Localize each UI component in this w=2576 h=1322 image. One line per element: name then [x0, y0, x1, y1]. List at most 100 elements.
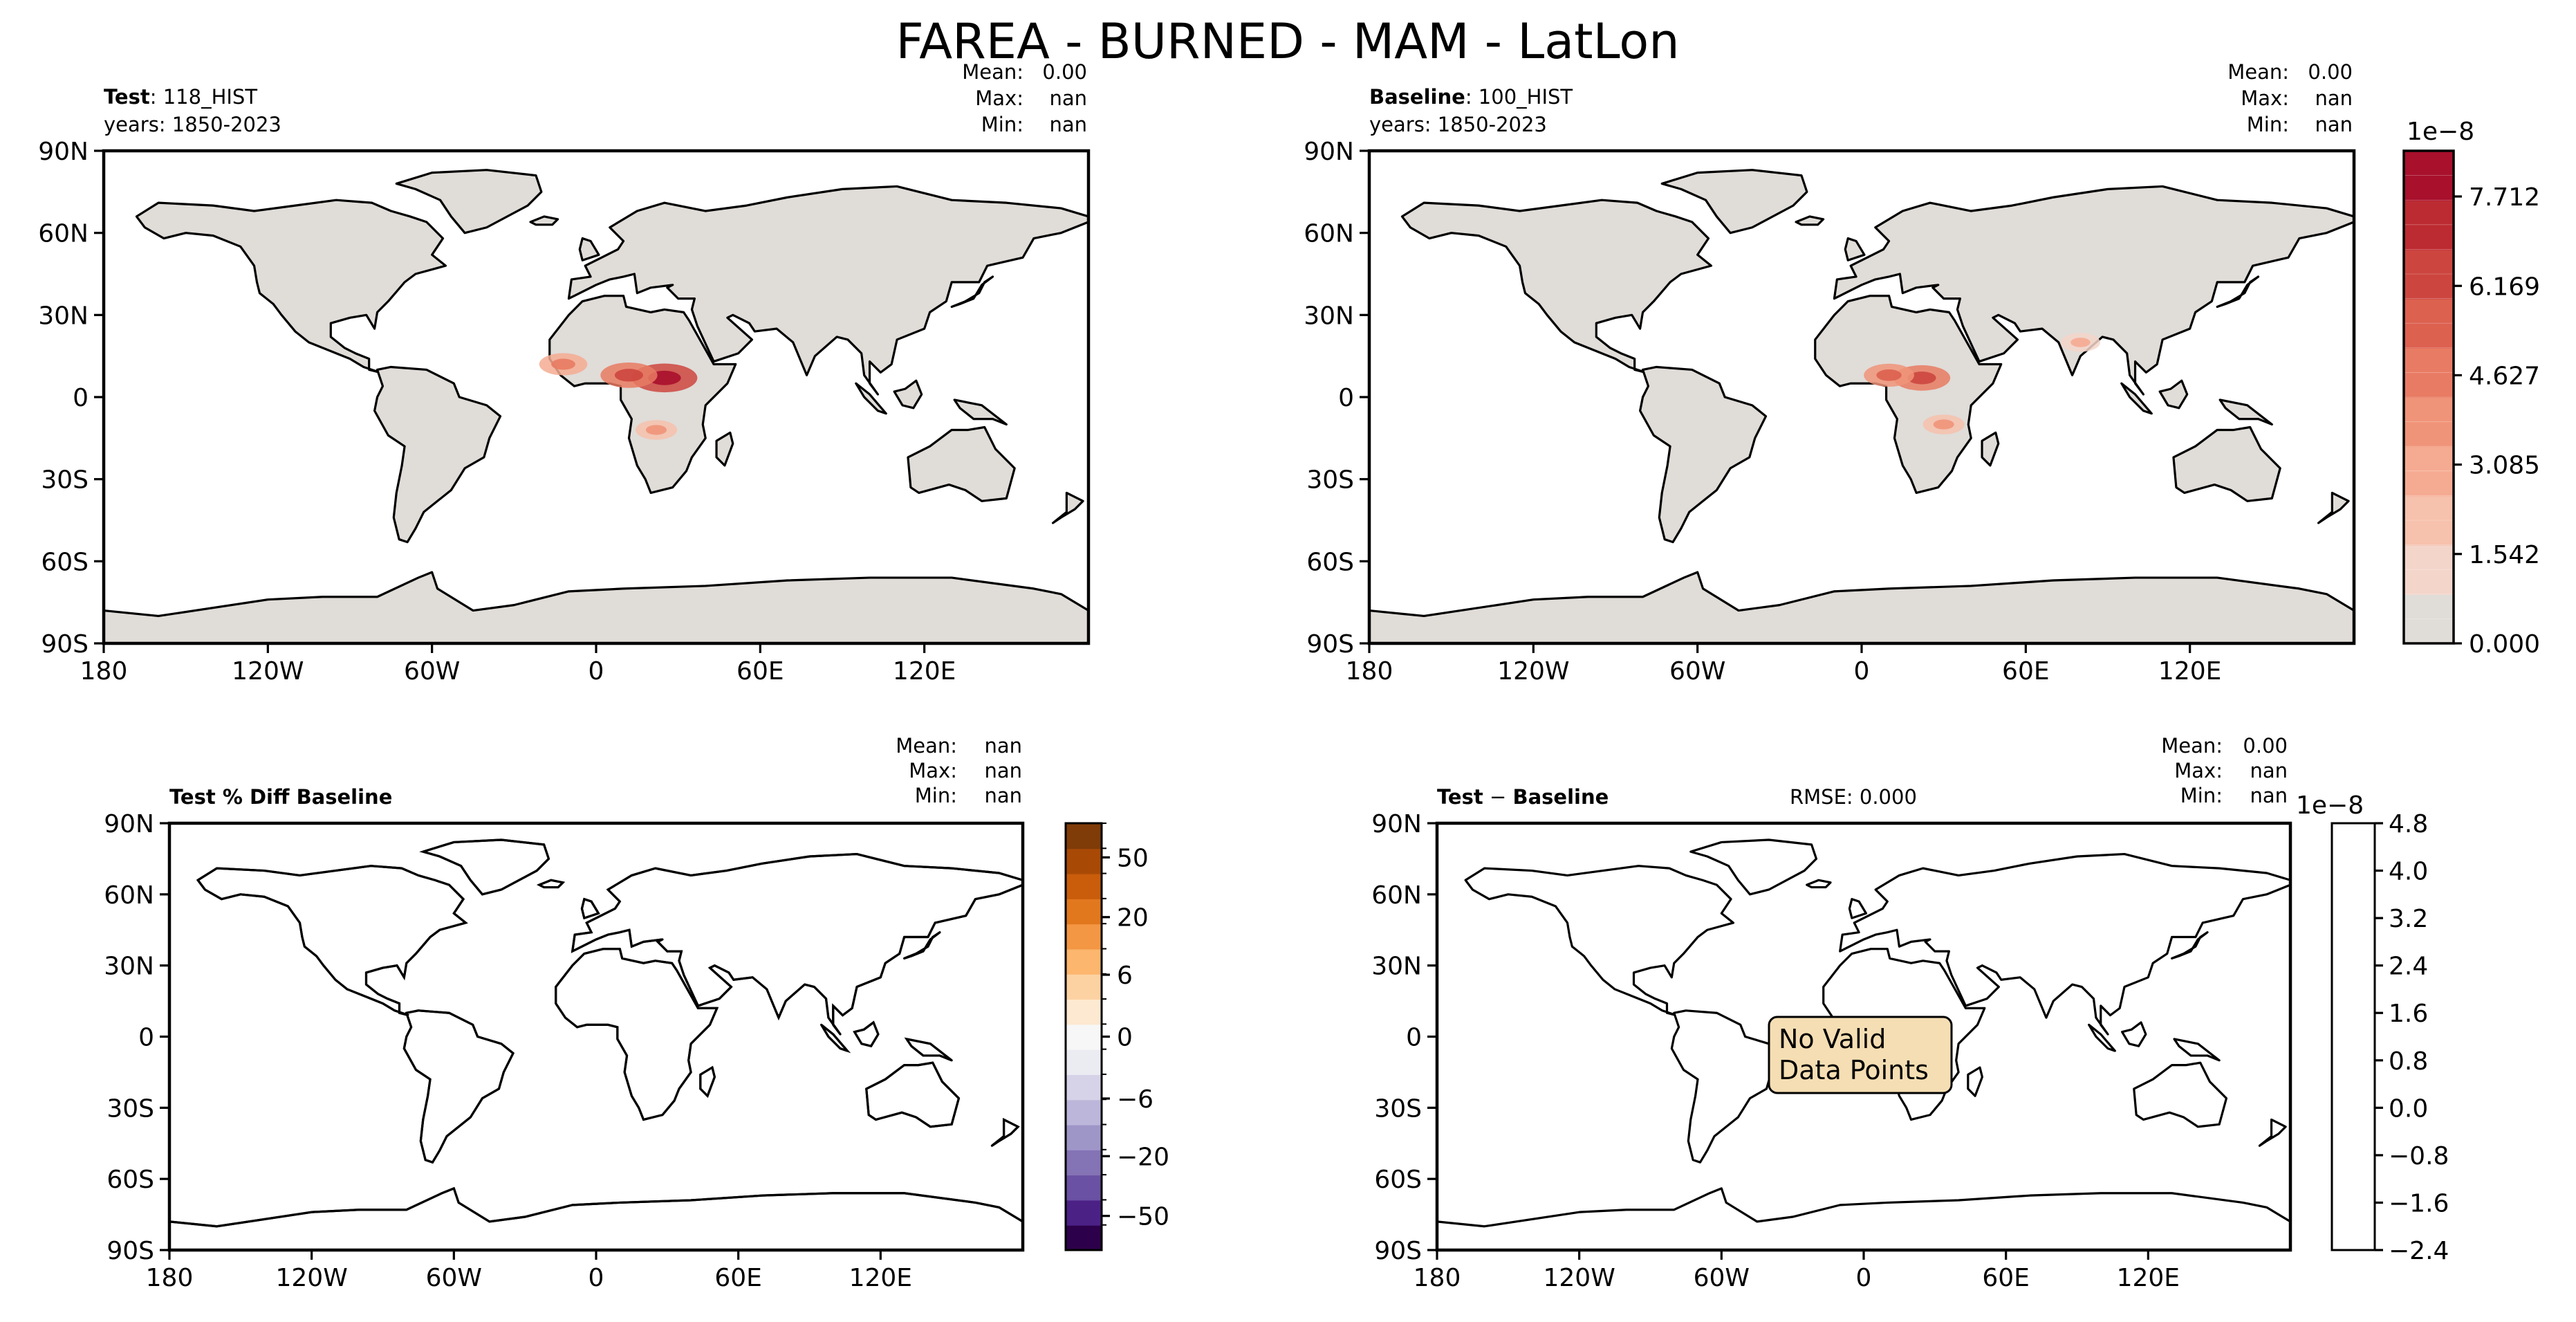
- pctdiff-cell: [729, 996, 736, 1002]
- pctdiff-cell: [360, 1127, 369, 1134]
- pctdiff-cell: [353, 841, 362, 850]
- pctdiff-cell: [591, 1158, 600, 1164]
- pctdiff-cell: [208, 970, 218, 976]
- pctdiff-cell: [583, 1112, 591, 1117]
- pctdiff-cell: [202, 924, 214, 929]
- pctdiff-cell: [196, 1114, 205, 1123]
- pctdiff-cell: [806, 1090, 817, 1099]
- pctdiff-cell: [210, 975, 221, 986]
- pctdiff-cell: [335, 853, 346, 859]
- pctdiff-cell: [805, 1092, 814, 1098]
- pctdiff-cell: [779, 1159, 789, 1168]
- pctdiff-cell: [600, 902, 605, 910]
- pctdiff-cell: [184, 1101, 190, 1110]
- pctdiff-cell: [970, 1132, 979, 1142]
- pctdiff-cell: [539, 1100, 549, 1109]
- pctdiff-cell: [339, 991, 346, 998]
- pctdiff-cell: [692, 1170, 704, 1176]
- pctdiff-cell: [850, 1111, 860, 1120]
- pctdiff-cell: [279, 986, 292, 991]
- pctdiff-cell: [824, 1043, 831, 1054]
- pctdiff-cell: [982, 1059, 993, 1064]
- pctdiff-cell: [983, 980, 994, 987]
- pctdiff-cell: [941, 1026, 953, 1034]
- pctdiff-cell: [169, 976, 178, 986]
- pctdiff-cell: [700, 1158, 705, 1168]
- pctdiff-cell: [569, 1110, 577, 1115]
- pctdiff-cell: [499, 1153, 506, 1159]
- pctdiff-cell: [818, 1014, 825, 1024]
- pctdiff-cell: [287, 971, 297, 978]
- pctdiff-cell: [396, 1172, 405, 1177]
- pctdiff-cell: [624, 1126, 636, 1134]
- pctdiff-cell: [174, 1053, 182, 1058]
- pctdiff-cell: [395, 980, 404, 986]
- pctdiff-cell: [179, 1002, 189, 1009]
- pctdiff-cell: [681, 1113, 691, 1120]
- pctdiff-cell: [749, 992, 760, 999]
- pctdiff-cell: [983, 1148, 995, 1155]
- pctdiff-cell: [781, 1033, 792, 1040]
- pctdiff-cell: [895, 1121, 902, 1128]
- pctdiff-cell: [416, 992, 423, 1000]
- nodata-line2: Data Points: [1779, 1055, 1929, 1085]
- pctdiff-cell: [923, 1136, 931, 1141]
- pctdiff-cell: [453, 995, 465, 1003]
- pctdiff-cell: [990, 1033, 1001, 1042]
- pctdiff-cell: [806, 998, 815, 1006]
- pctdiff-cell: [810, 1122, 822, 1128]
- pctdiff-cell: [741, 1088, 746, 1094]
- pctdiff-cell: [521, 1006, 528, 1012]
- pctdiff-cell: [432, 870, 443, 874]
- pctdiff-cell: [951, 962, 962, 971]
- pctdiff-cell: [974, 1067, 981, 1074]
- pctdiff-cell: [315, 1051, 324, 1059]
- pctdiff-cell: [218, 930, 226, 939]
- pctdiff-cell: [537, 1165, 549, 1173]
- pctdiff-cell: [750, 1095, 758, 1103]
- pctdiff-cell: [818, 1098, 826, 1105]
- pctdiff-cell: [896, 1029, 906, 1036]
- pctdiff-cell: [261, 1160, 271, 1167]
- pctdiff-cell: [937, 951, 943, 957]
- colorbar-tick-label: 3.085: [2469, 452, 2540, 480]
- pctdiff-cell: [236, 955, 246, 963]
- pctdiff-cell: [881, 1047, 889, 1051]
- pctdiff-cell: [342, 1164, 353, 1168]
- pctdiff-cell: [725, 1095, 736, 1105]
- pctdiff-cell: [858, 1148, 865, 1155]
- diff-mean-label: Mean:: [2161, 734, 2223, 758]
- pctdiff-cell: [566, 1050, 577, 1056]
- pctdiff-cell: [548, 861, 556, 867]
- pctdiff-cell: [629, 1118, 638, 1127]
- pctdiff-cell: [957, 1007, 968, 1014]
- pctdiff-cell: [257, 1050, 263, 1056]
- pctdiff-cell: [276, 1062, 287, 1070]
- pctdiff-cell: [969, 1136, 979, 1144]
- pctdiff-cell: [277, 1095, 284, 1103]
- pctdiff-cell: [506, 900, 517, 910]
- pctdiff-cell: [983, 1046, 992, 1054]
- pctdiff-cell: [181, 1128, 192, 1134]
- pctdiff-cell: [503, 986, 515, 995]
- pctdiff-cell: [946, 1037, 958, 1044]
- burn-hotspot-core: [551, 358, 575, 370]
- pctdiff-cell: [849, 1159, 858, 1167]
- pctdiff-cell: [789, 1007, 797, 1015]
- pctdiff-cell: [931, 951, 940, 957]
- pctdiff-cell: [250, 1087, 257, 1094]
- pctdiff-cell: [423, 975, 432, 980]
- pctdiff-cell: [208, 1116, 219, 1123]
- pctdiff-cell: [968, 1103, 979, 1110]
- pctdiff-cell: [420, 964, 430, 975]
- pctdiff-cell: [251, 1011, 261, 1015]
- pctdiff-cell: [279, 1144, 288, 1149]
- pctdiff-cell: [492, 1101, 501, 1110]
- pctdiff-cell: [965, 1021, 971, 1029]
- pctdiff-cell: [1003, 865, 1015, 874]
- pctdiff-cell: [243, 1134, 250, 1138]
- x-tick-label: 180: [1414, 1264, 1461, 1292]
- pctdiff-cell: [367, 978, 373, 983]
- pctdiff-cell: [389, 1079, 402, 1086]
- pctdiff-cell: [719, 1009, 725, 1019]
